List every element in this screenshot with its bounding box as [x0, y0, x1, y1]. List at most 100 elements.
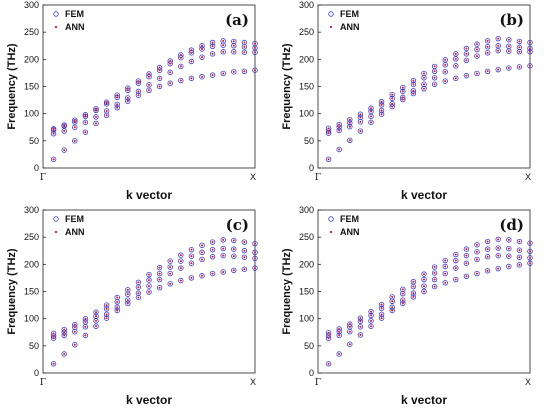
fem-point	[220, 252, 226, 259]
fem-point	[209, 51, 216, 57]
ann-point	[190, 276, 193, 279]
ann-point	[201, 75, 203, 78]
ann-point	[433, 278, 436, 281]
ann-point	[254, 242, 256, 245]
ann-point	[95, 122, 97, 125]
fem-point	[231, 69, 237, 75]
fem-point	[421, 81, 427, 88]
ann-point	[391, 309, 394, 312]
fem-point	[167, 69, 173, 76]
ann-point	[507, 265, 510, 268]
fem-point	[389, 294, 395, 300]
ann-point	[211, 41, 214, 44]
ann-point	[370, 310, 372, 313]
fem-point	[82, 332, 89, 339]
ann-point	[232, 44, 235, 47]
ann-point	[201, 258, 203, 261]
legend-ann-label: ANN	[65, 22, 85, 32]
fem-point	[474, 41, 480, 47]
panel-label: (b)	[499, 11, 524, 29]
fem-point	[231, 267, 237, 274]
fem-point	[336, 146, 342, 153]
fem-point	[431, 75, 438, 81]
fem-point	[178, 265, 184, 271]
ann-point	[370, 325, 372, 328]
ann-point	[529, 47, 531, 50]
ann-point	[433, 83, 436, 86]
panel-label: (c)	[226, 216, 249, 234]
ann-point	[95, 115, 97, 118]
x-axis-label: k vector	[401, 188, 447, 202]
fem-point	[463, 51, 470, 57]
ann-point	[52, 335, 55, 338]
ann-point	[433, 76, 436, 79]
fem-point	[178, 252, 184, 258]
fem-point	[378, 311, 385, 318]
ann-point	[201, 48, 203, 51]
ann-point	[148, 285, 150, 288]
ann-point	[518, 249, 521, 252]
ann-point	[529, 250, 531, 253]
fem-point	[474, 249, 480, 255]
ann-point	[95, 314, 97, 317]
y-tick-label: 0	[34, 163, 39, 173]
ann-point	[179, 65, 182, 68]
y-tick-label: 250	[299, 27, 314, 37]
ann-point	[116, 103, 119, 106]
fem-point	[325, 156, 332, 163]
y-tick-label: 150	[299, 82, 314, 92]
ann-point	[169, 272, 172, 275]
x-tick-label-x: X	[250, 377, 256, 387]
ann-point	[348, 325, 351, 328]
y-tick-label: 50	[29, 341, 39, 351]
ann-point	[529, 262, 531, 265]
ann-point	[348, 330, 351, 333]
ann-point	[380, 103, 383, 106]
ann-point	[211, 45, 214, 48]
ann-point	[497, 254, 500, 257]
ann-point	[401, 86, 404, 89]
ann-point	[338, 123, 341, 126]
ann-point	[465, 47, 468, 50]
fem-point	[103, 315, 110, 321]
fem-point	[431, 81, 438, 88]
ann-point	[486, 240, 489, 243]
ann-point	[486, 269, 489, 272]
ann-point	[338, 352, 341, 355]
x-axis-label: k vector	[126, 188, 172, 202]
fem-point	[231, 253, 237, 259]
ann-point	[476, 48, 478, 51]
ann-point	[486, 51, 489, 54]
fem-point	[209, 270, 216, 277]
fem-point	[474, 46, 480, 53]
fem-point	[389, 95, 395, 102]
fem-point	[495, 35, 501, 42]
fem-point	[146, 277, 152, 283]
ann-point	[412, 92, 415, 95]
ann-point	[518, 256, 521, 259]
ann-point	[201, 251, 203, 254]
legend-fem-label: FEM	[340, 214, 359, 224]
ann-point	[370, 110, 372, 113]
ann-point	[211, 74, 214, 77]
fem-point	[484, 68, 491, 74]
ann-point	[401, 288, 404, 291]
ann-point	[359, 333, 362, 336]
legend-ann-marker	[329, 25, 333, 29]
fem-point	[50, 126, 57, 132]
ann-point	[529, 50, 531, 53]
fem-point	[252, 249, 258, 256]
fem-point	[410, 77, 417, 84]
ann-point	[158, 278, 161, 281]
ann-point	[105, 313, 108, 316]
ann-point	[137, 82, 140, 85]
fem-point	[495, 252, 501, 259]
ann-point	[327, 127, 330, 130]
fem-point	[188, 246, 195, 253]
ann-point	[327, 362, 330, 365]
fem-point	[421, 288, 427, 295]
legend-ann-label: ANN	[65, 227, 85, 237]
fem-point	[347, 124, 353, 130]
fem-point	[463, 273, 470, 279]
